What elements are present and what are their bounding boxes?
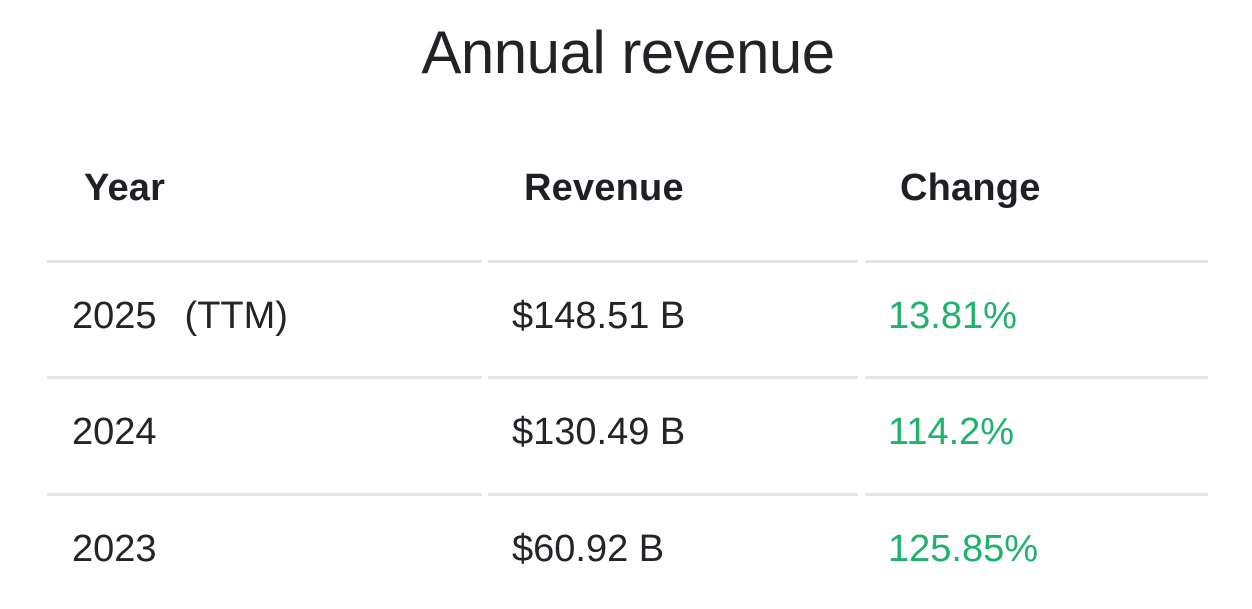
- row-divider: [488, 376, 858, 379]
- change-cell: 114.2%: [888, 411, 1015, 453]
- year-cell: 2023: [72, 523, 157, 575]
- row-divider: [865, 493, 1208, 496]
- year-value: 2025: [72, 295, 157, 337]
- change-cell: 13.81%: [888, 295, 1017, 337]
- year-value: 2024: [72, 411, 157, 453]
- row-divider: [865, 376, 1208, 379]
- table-row: 2025 (TTM) $148.51 B 13.81%: [0, 260, 1252, 376]
- table-row: 2024 $130.49 B 114.2%: [0, 376, 1252, 492]
- row-divider: [488, 260, 858, 263]
- change-column-header: Change: [900, 167, 1041, 209]
- change-cell: 125.85%: [888, 528, 1039, 570]
- row-divider: [47, 376, 482, 379]
- revenue-cell: $60.92 B: [512, 528, 665, 570]
- year-value: 2023: [72, 528, 157, 570]
- ttm-label: (TTM): [184, 295, 288, 337]
- year-column-header: Year: [84, 167, 166, 209]
- table-title: Annual revenue: [421, 19, 835, 86]
- table-header: Year Revenue Change: [0, 160, 1252, 216]
- row-divider: [488, 493, 858, 496]
- revenue-column-header: Revenue: [524, 167, 684, 209]
- year-cell: 2024: [72, 406, 157, 458]
- row-divider: [47, 260, 482, 263]
- row-divider: [865, 260, 1208, 263]
- row-divider: [47, 493, 482, 496]
- table-row: 2023 $60.92 B 125.85%: [0, 493, 1252, 609]
- revenue-cell: $130.49 B: [512, 411, 686, 453]
- year-cell: 2025 (TTM): [72, 290, 288, 342]
- revenue-cell: $148.51 B: [512, 295, 686, 337]
